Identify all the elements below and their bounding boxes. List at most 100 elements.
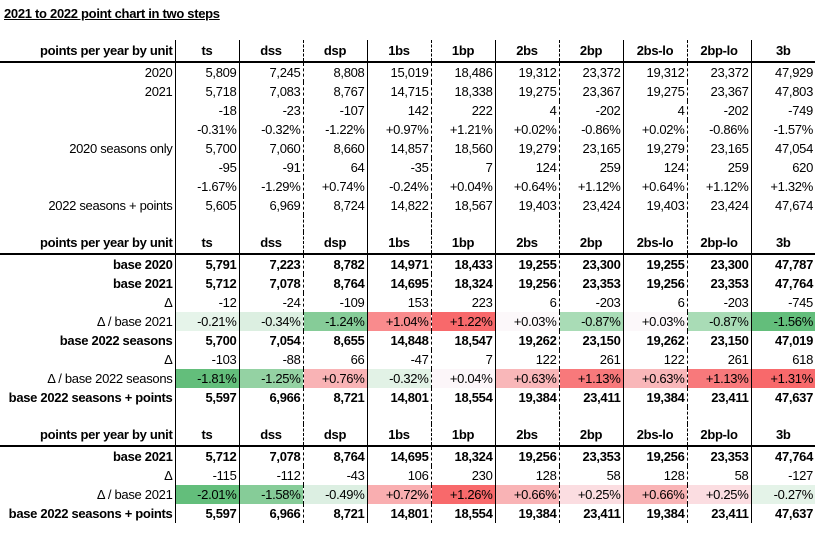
value-cell-2bs-lo[interactable]: 6 xyxy=(623,293,688,312)
value-cell-3b[interactable]: +1.32% xyxy=(770,179,813,194)
value-cell-3b[interactable]: 618 xyxy=(792,352,813,367)
value-cell-2bs-lo[interactable]: 19,256 xyxy=(623,446,688,466)
value-cell-dsp[interactable]: 8,782 xyxy=(303,254,368,274)
value-cell-3b[interactable]: 47,764 xyxy=(775,276,813,291)
value-cell-ts[interactable]: -12 xyxy=(175,293,240,312)
value-cell-1bs[interactable]: 14,822 xyxy=(367,196,432,215)
value-cell-dsp[interactable]: -109 xyxy=(303,293,368,312)
value-cell-2bp-lo[interactable]: 23,150 xyxy=(687,331,752,350)
row-label[interactable]: Δ / base 2021 xyxy=(0,312,176,331)
column-header-2bp[interactable]: 2bp xyxy=(559,232,624,255)
value-cell-dss[interactable]: -91 xyxy=(239,158,304,177)
value-cell-ts[interactable]: -1.81% xyxy=(175,369,240,388)
value-cell-2bp-lo[interactable]: -202 xyxy=(687,101,752,120)
value-cell-ts[interactable]: 5,700 xyxy=(175,331,240,350)
value-cell-dss[interactable]: 6,969 xyxy=(239,196,304,215)
value-cell-2bs[interactable]: 19,279 xyxy=(495,139,560,158)
value-cell-1bp[interactable]: +0.04% xyxy=(431,177,496,196)
row-label[interactable]: 2022 seasons + points xyxy=(0,196,176,215)
value-cell-dsp[interactable]: 8,808 xyxy=(303,62,368,82)
value-cell-1bs[interactable]: 14,801 xyxy=(367,504,432,523)
value-cell-2bs-lo[interactable]: 122 xyxy=(623,350,688,369)
value-cell-2bp-lo[interactable]: 23,372 xyxy=(687,62,752,82)
value-cell-2bp[interactable]: 23,372 xyxy=(559,62,624,82)
column-header-dsp[interactable]: dsp xyxy=(303,40,368,63)
cell[interactable] xyxy=(495,215,560,232)
value-cell-2bp-lo[interactable]: 23,300 xyxy=(687,254,752,274)
value-cell-2bp[interactable]: 23,165 xyxy=(559,139,624,158)
value-cell-1bs[interactable]: -35 xyxy=(367,158,432,177)
row-label[interactable]: 2020 xyxy=(0,62,176,82)
value-cell-ts[interactable]: 5,791 xyxy=(175,254,240,274)
column-header-1bp[interactable]: 1bp xyxy=(431,40,496,63)
value-cell-2bp[interactable]: -0.86% xyxy=(559,120,624,139)
column-header-dss[interactable]: dss xyxy=(239,232,304,255)
column-header-ts[interactable]: ts xyxy=(175,40,240,63)
row-label[interactable] xyxy=(0,101,176,120)
value-cell-2bs[interactable]: 19,384 xyxy=(495,504,560,523)
value-cell-2bs-lo[interactable]: 19,384 xyxy=(623,504,688,523)
column-header-1bs[interactable]: 1bs xyxy=(367,232,432,255)
value-cell-2bs-lo[interactable]: 4 xyxy=(623,101,688,120)
value-cell-2bs-lo[interactable]: 19,256 xyxy=(623,274,688,293)
cell[interactable] xyxy=(687,407,752,424)
row-label[interactable] xyxy=(0,177,176,196)
value-cell-2bs[interactable]: +0.03% xyxy=(495,312,560,331)
value-cell-2bp[interactable]: 23,150 xyxy=(559,331,624,350)
value-cell-2bs[interactable]: 19,403 xyxy=(495,196,560,215)
value-cell-ts[interactable]: -103 xyxy=(175,350,240,369)
value-cell-2bs-lo[interactable]: +0.03% xyxy=(623,312,688,331)
value-cell-2bp[interactable]: +1.12% xyxy=(559,177,624,196)
row-label[interactable]: base 2022 seasons + points xyxy=(0,388,176,407)
value-cell-1bs[interactable]: 142 xyxy=(367,101,432,120)
value-cell-3b[interactable]: -745 xyxy=(788,295,813,310)
value-cell-3b[interactable]: 47,019 xyxy=(775,333,813,348)
column-header-2bs[interactable]: 2bs xyxy=(495,40,560,63)
value-cell-2bs-lo[interactable]: 19,279 xyxy=(623,139,688,158)
value-cell-2bs[interactable]: +0.02% xyxy=(495,120,560,139)
row-label[interactable]: Δ xyxy=(0,350,176,369)
value-cell-2bp-lo[interactable]: 23,165 xyxy=(687,139,752,158)
value-cell-3b[interactable]: 47,929 xyxy=(775,65,813,80)
value-cell-1bs[interactable]: -0.32% xyxy=(367,369,432,388)
value-cell-3b[interactable]: +1.31% xyxy=(751,369,815,388)
row-label[interactable]: base 2021 xyxy=(0,446,176,466)
value-cell-2bp[interactable]: 261 xyxy=(559,350,624,369)
value-cell-2bp-lo[interactable]: -203 xyxy=(687,293,752,312)
column-header-2bp-lo[interactable]: 2bp-lo xyxy=(687,424,752,447)
value-cell-ts[interactable]: -2.01% xyxy=(175,485,240,504)
value-cell-1bs[interactable]: +0.97% xyxy=(367,120,432,139)
value-cell-ts[interactable]: 5,605 xyxy=(175,196,240,215)
value-cell-1bs[interactable]: 14,857 xyxy=(367,139,432,158)
value-cell-2bs-lo[interactable]: 19,403 xyxy=(623,196,688,215)
column-header-3b[interactable]: 3b xyxy=(751,424,815,447)
value-cell-3b[interactable]: 620 xyxy=(792,160,813,175)
value-cell-2bs[interactable]: 4 xyxy=(495,101,560,120)
column-header-1bs[interactable]: 1bs xyxy=(367,424,432,447)
value-cell-dss[interactable]: -1.25% xyxy=(239,369,304,388)
row-label[interactable]: Δ xyxy=(0,466,176,485)
value-cell-dss[interactable]: -0.34% xyxy=(239,312,304,331)
value-cell-1bs[interactable]: 153 xyxy=(367,293,432,312)
column-header-2bp-lo[interactable]: 2bp-lo xyxy=(687,40,752,63)
value-cell-dsp[interactable]: 8,721 xyxy=(303,504,368,523)
column-header-ts[interactable]: ts xyxy=(175,424,240,447)
value-cell-3b[interactable]: 47,637 xyxy=(775,390,813,405)
value-cell-1bp[interactable]: 18,324 xyxy=(431,446,496,466)
cell[interactable] xyxy=(175,407,240,424)
row-label[interactable]: 2020 seasons only xyxy=(0,139,176,158)
value-cell-dsp[interactable]: +0.76% xyxy=(303,369,368,388)
value-cell-2bp[interactable]: 23,411 xyxy=(559,504,624,523)
row-label[interactable]: Δ / base 2021 xyxy=(0,485,176,504)
cell[interactable] xyxy=(687,215,752,232)
value-cell-ts[interactable]: -18 xyxy=(175,101,240,120)
value-cell-3b[interactable]: -1.57% xyxy=(773,122,814,137)
value-cell-2bs-lo[interactable]: 124 xyxy=(623,158,688,177)
cell[interactable] xyxy=(175,215,240,232)
value-cell-2bp[interactable]: 23,353 xyxy=(559,446,624,466)
row-label[interactable]: 2021 xyxy=(0,82,176,101)
value-cell-1bs[interactable]: +1.04% xyxy=(367,312,432,331)
value-cell-2bp[interactable]: 23,367 xyxy=(559,82,624,101)
row-header-title[interactable]: points per year by unit xyxy=(0,424,176,447)
value-cell-1bp[interactable]: 222 xyxy=(431,101,496,120)
